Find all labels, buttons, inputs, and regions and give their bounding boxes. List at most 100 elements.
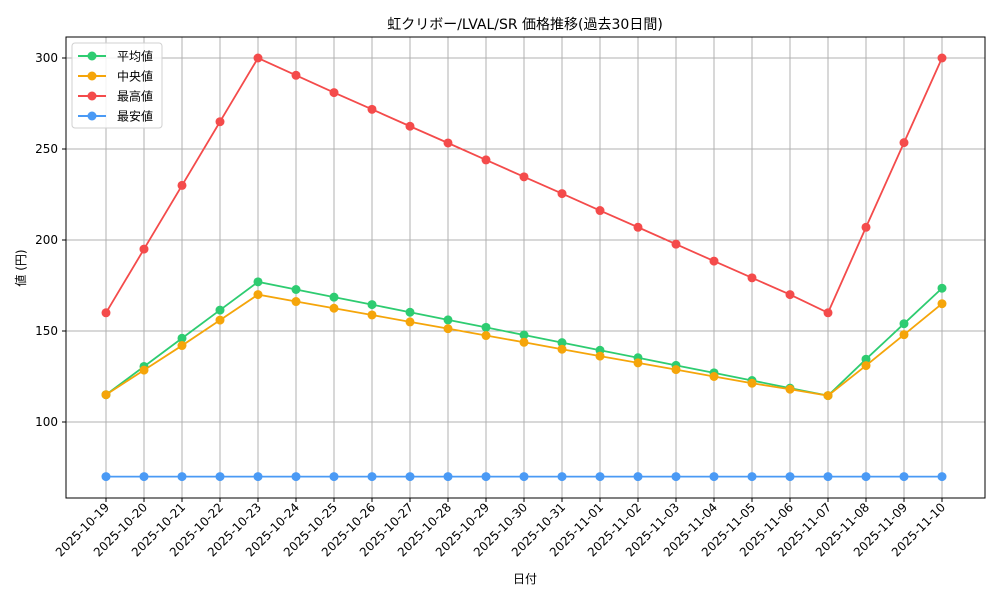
- data-point: [899, 330, 909, 340]
- data-point: [481, 331, 491, 341]
- chart-title: 虹クリボー/LVAL/SR 価格推移(過去30日間): [387, 17, 663, 33]
- legend-item: 平均値: [78, 49, 153, 64]
- legend-marker-icon: [87, 51, 97, 61]
- y-tick-label: 100: [35, 415, 58, 429]
- data-point: [405, 317, 415, 327]
- data-point: [481, 322, 491, 332]
- legend-marker-icon: [87, 111, 97, 121]
- data-point: [443, 138, 453, 148]
- data-point: [937, 472, 947, 482]
- legend-item: 最安値: [78, 109, 153, 124]
- data-point: [367, 300, 377, 310]
- data-point: [595, 472, 605, 482]
- legend-label: 最高値: [117, 89, 153, 104]
- data-point: [177, 341, 187, 351]
- data-point: [671, 472, 681, 482]
- legend-label: 中央値: [117, 69, 153, 84]
- series-lines: [101, 53, 947, 482]
- data-point: [899, 138, 909, 148]
- y-tick-label: 150: [35, 324, 58, 338]
- data-point: [823, 308, 833, 318]
- data-point: [253, 53, 263, 63]
- data-point: [823, 472, 833, 482]
- data-point: [253, 472, 263, 482]
- legend-marker-icon: [87, 91, 97, 101]
- data-point: [329, 303, 339, 313]
- data-point: [291, 285, 301, 295]
- data-point: [139, 244, 149, 254]
- data-point: [937, 299, 947, 309]
- plot-frame: [65, 36, 986, 499]
- data-point: [367, 310, 377, 320]
- data-point: [557, 344, 567, 354]
- data-point: [519, 472, 529, 482]
- y-axis-label: 値 (円): [13, 249, 28, 286]
- data-point: [329, 472, 339, 482]
- data-point: [747, 378, 757, 388]
- data-point: [253, 277, 263, 287]
- y-axis-ticks: 100 150 200 250 300: [35, 51, 66, 429]
- data-point: [519, 172, 529, 182]
- data-point: [177, 472, 187, 482]
- series-最安値: [101, 472, 947, 482]
- data-point: [861, 472, 871, 482]
- data-point: [215, 315, 225, 325]
- data-point: [557, 189, 567, 199]
- data-point: [557, 472, 567, 482]
- data-point: [671, 239, 681, 249]
- data-point: [937, 283, 947, 293]
- data-point: [101, 472, 111, 482]
- data-point: [937, 53, 947, 63]
- legend-marker-icon: [87, 71, 97, 81]
- data-point: [861, 354, 871, 364]
- data-point: [747, 472, 757, 482]
- data-point: [329, 292, 339, 302]
- legend-item: 最高値: [78, 89, 153, 104]
- data-point: [177, 333, 187, 343]
- data-point: [481, 472, 491, 482]
- data-point: [595, 351, 605, 361]
- data-point: [519, 337, 529, 347]
- y-tick-label: 300: [35, 51, 58, 65]
- data-point: [671, 365, 681, 375]
- data-point: [405, 472, 415, 482]
- data-point: [253, 290, 263, 300]
- data-point: [139, 365, 149, 375]
- x-axis-ticks: 2025-10-192025-10-202025-10-212025-10-22…: [53, 498, 948, 559]
- data-point: [633, 222, 643, 232]
- data-point: [633, 472, 643, 482]
- data-point: [899, 319, 909, 329]
- data-point: [481, 155, 491, 165]
- data-point: [215, 117, 225, 127]
- data-point: [899, 472, 909, 482]
- y-tick-label: 250: [35, 142, 58, 156]
- data-point: [861, 361, 871, 371]
- data-point: [557, 338, 567, 348]
- data-point: [405, 121, 415, 131]
- data-point: [215, 472, 225, 482]
- legend-item: 中央値: [78, 69, 153, 84]
- data-point: [101, 308, 111, 318]
- data-point: [785, 472, 795, 482]
- data-point: [177, 180, 187, 190]
- data-point: [823, 391, 833, 401]
- data-point: [861, 222, 871, 232]
- data-point: [633, 358, 643, 368]
- data-point: [367, 104, 377, 114]
- data-point: [519, 330, 529, 340]
- data-point: [785, 290, 795, 300]
- y-tick-label: 200: [35, 233, 58, 247]
- data-point: [709, 472, 719, 482]
- data-point: [101, 390, 111, 400]
- legend-label: 平均値: [117, 49, 153, 64]
- data-point: [785, 384, 795, 394]
- data-point: [443, 315, 453, 325]
- data-point: [595, 206, 605, 216]
- legend-label: 最安値: [117, 109, 153, 124]
- x-axis-label: 日付: [513, 572, 537, 586]
- data-point: [291, 297, 301, 307]
- data-point: [291, 472, 301, 482]
- data-point: [139, 472, 149, 482]
